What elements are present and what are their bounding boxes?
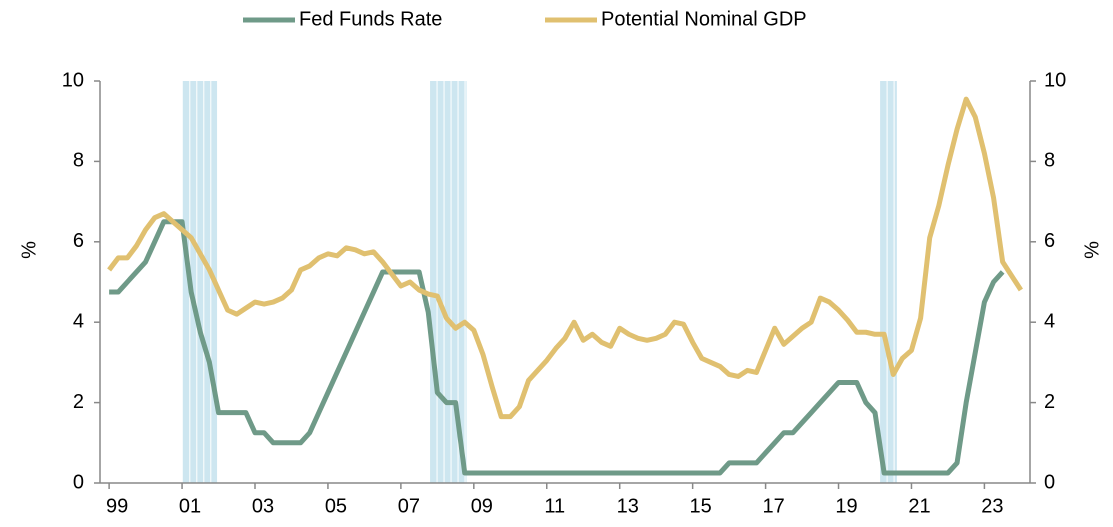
y2-tick-label: 6 [1044,230,1055,252]
x-tick-label: 23 [981,495,1003,517]
y2-tick-label: 8 [1044,150,1055,172]
x-tick-label: 05 [325,495,347,517]
line-series [107,96,1023,420]
x-tick-label: 01 [179,495,201,517]
y2-tick-label: 2 [1044,391,1055,413]
x-tick-label: 07 [398,495,420,517]
y-tick-label: 4 [73,310,84,332]
y2-axis-label: % [1081,241,1103,259]
y2-tick-label: 0 [1044,471,1055,493]
recession-band [430,81,467,483]
y2-tick-label: 4 [1044,310,1055,332]
y-tick-label: 0 [73,471,84,493]
y2-tick-label: 10 [1044,69,1066,91]
x-tick-label: 09 [471,495,493,517]
x-tick-label: 15 [690,495,712,517]
x-tick-label: 03 [252,495,274,517]
x-tick-label: 11 [544,495,565,517]
recession-band [880,81,897,483]
x-tick-label: 21 [908,495,930,517]
x-tick-label: 17 [762,495,784,517]
x-tick-label: 19 [835,495,857,517]
x-tick-label: 99 [106,495,128,517]
legend-label: Fed Funds Rate [299,8,442,30]
y-axis-label: % [18,241,40,259]
x-tick-label: 13 [617,495,639,517]
legend-label: Potential Nominal GDP [601,8,807,30]
y-tick-label: 8 [73,150,84,172]
line-series [109,219,1005,476]
y-tick-label: 6 [73,230,84,252]
y-tick-label: 2 [73,391,84,413]
y-tick-label: 10 [62,69,84,91]
